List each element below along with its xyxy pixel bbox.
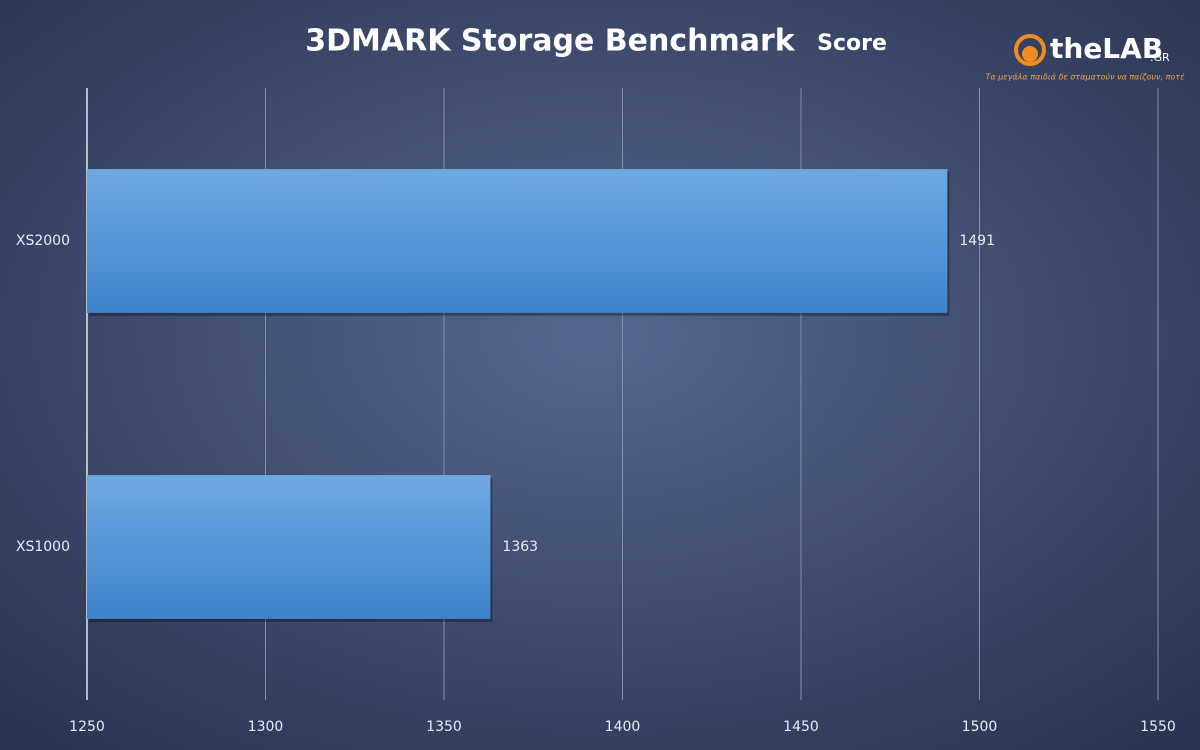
chart-title-suffix: Score — [817, 31, 887, 56]
logo-text: theLAB — [1050, 32, 1163, 65]
y-tick-label: XS1000 — [16, 539, 70, 555]
x-tick-label: 1550 — [1140, 719, 1176, 735]
logo: theLAB .GR Τα μεγάλα παιδιά δε σταματούν… — [986, 32, 1186, 82]
value-label: 1491 — [959, 233, 995, 249]
value-label: 1363 — [502, 539, 538, 555]
y-tick-label: XS2000 — [16, 233, 70, 249]
x-tick-label: 1400 — [605, 719, 641, 735]
chart-title: 3DMARK Storage Benchmark — [305, 24, 796, 59]
logo-tagline: Τα μεγάλα παιδιά δε σταματούν να παίζουν… — [986, 72, 1186, 82]
logo-icon-fill — [1022, 46, 1038, 62]
bar — [87, 169, 948, 313]
x-tick-label: 1250 — [69, 719, 105, 735]
logo-suffix: .GR — [1150, 51, 1170, 64]
x-tick-label: 1500 — [962, 719, 998, 735]
logo-icon — [1014, 34, 1046, 66]
x-tick-label: 1350 — [426, 719, 462, 735]
x-tick-label: 1300 — [248, 719, 284, 735]
bar — [87, 475, 491, 619]
x-tick-label: 1450 — [783, 719, 819, 735]
